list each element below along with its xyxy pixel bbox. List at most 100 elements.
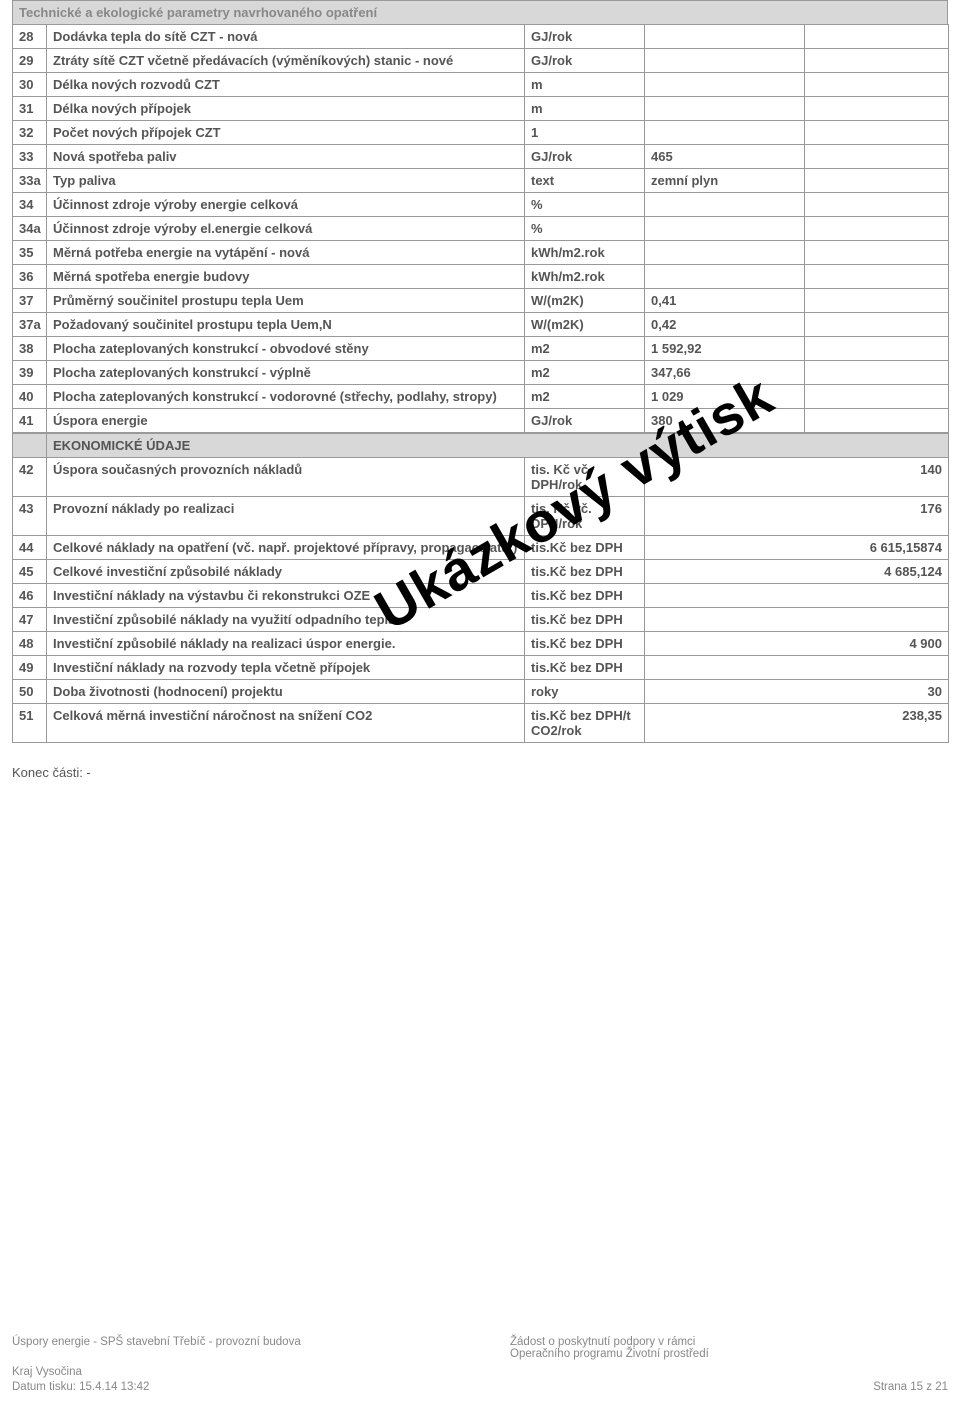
row-unit: m: [525, 97, 645, 121]
row-val: [645, 608, 949, 632]
row-num: 38: [13, 337, 47, 361]
table-row: 47Investiční způsobilé náklady na využit…: [13, 608, 949, 632]
row-extra: [805, 217, 949, 241]
row-desc: Úspora současných provozních nákladů: [47, 458, 525, 497]
row-extra: [805, 409, 949, 433]
end-of-section: Konec části: -: [12, 743, 948, 780]
row-val: zemní plyn: [645, 169, 805, 193]
row-extra: [805, 361, 949, 385]
row-extra: [805, 193, 949, 217]
row-val: 6 615,15874: [645, 536, 949, 560]
row-desc: Požadovaný součinitel prostupu tepla Uem…: [47, 313, 525, 337]
table-row: 33aTyp palivatextzemní plyn: [13, 169, 949, 193]
row-unit: kWh/m2.rok: [525, 241, 645, 265]
row-num: 49: [13, 656, 47, 680]
row-num: 50: [13, 680, 47, 704]
table-row: 44Celkové náklady na opatření (vč. např.…: [13, 536, 949, 560]
row-desc: Počet nových přípojek CZT: [47, 121, 525, 145]
row-desc: Průměrný součinitel prostupu tepla Uem: [47, 289, 525, 313]
row-val: 347,66: [645, 361, 805, 385]
footer-region: Kraj Vysočina: [12, 1363, 948, 1381]
row-num: 34a: [13, 217, 47, 241]
row-unit: tis.Kč bez DPH: [525, 536, 645, 560]
row-unit: GJ/rok: [525, 145, 645, 169]
table-row: 43Provozní náklady po realizacitis. Kč v…: [13, 497, 949, 536]
table-row: 30Délka nových rozvodů CZTm: [13, 73, 949, 97]
row-num: 40: [13, 385, 47, 409]
footer-page-number: Strana 15 z 21: [873, 1381, 948, 1393]
row-val: 140: [645, 458, 949, 497]
table-row: 35Měrná potřeba energie na vytápění - no…: [13, 241, 949, 265]
row-desc: Délka nových přípojek: [47, 97, 525, 121]
row-desc: Plocha zateplovaných konstrukcí - vodoro…: [47, 385, 525, 409]
table-row: 40Plocha zateplovaných konstrukcí - vodo…: [13, 385, 949, 409]
row-val: [645, 25, 805, 49]
row-extra: [805, 337, 949, 361]
row-unit: tis.Kč bez DPH: [525, 608, 645, 632]
row-val: 1 592,92: [645, 337, 805, 361]
row-val: 0,41: [645, 289, 805, 313]
row-desc: Délka nových rozvodů CZT: [47, 73, 525, 97]
row-unit: tis. Kč vč. DPH/rok: [525, 497, 645, 536]
footer-program-name: Žádost o poskytnutí podpory v rámci Oper…: [450, 1336, 948, 1360]
row-unit: tis.Kč bez DPH: [525, 656, 645, 680]
econ-header-blank: [13, 434, 47, 458]
row-num: 44: [13, 536, 47, 560]
row-val: [645, 49, 805, 73]
row-desc: Účinnost zdroje výroby energie celková: [47, 193, 525, 217]
row-val: 4 900: [645, 632, 949, 656]
row-desc: Celkové náklady na opatření (vč. např. p…: [47, 536, 525, 560]
row-val: [645, 265, 805, 289]
table-row: 39Plocha zateplovaných konstrukcí - výpl…: [13, 361, 949, 385]
row-desc: Plocha zateplovaných konstrukcí - výplně: [47, 361, 525, 385]
table-row: 37aPožadovaný součinitel prostupu tepla …: [13, 313, 949, 337]
row-val: 1 029: [645, 385, 805, 409]
table-row: 33Nová spotřeba palivGJ/rok465: [13, 145, 949, 169]
row-unit: m2: [525, 337, 645, 361]
table-row: 48Investiční způsobilé náklady na realiz…: [13, 632, 949, 656]
row-num: 43: [13, 497, 47, 536]
table-row: 32Počet nových přípojek CZT1: [13, 121, 949, 145]
row-unit: GJ/rok: [525, 409, 645, 433]
row-extra: [805, 241, 949, 265]
table-row: 37Průměrný součinitel prostupu tepla Uem…: [13, 289, 949, 313]
row-num: 42: [13, 458, 47, 497]
row-num: 41: [13, 409, 47, 433]
table-row: 34aÚčinnost zdroje výroby el.energie cel…: [13, 217, 949, 241]
econ-header-row: EKONOMICKÉ ÚDAJE: [13, 434, 949, 458]
row-desc: Provozní náklady po realizaci: [47, 497, 525, 536]
table-row: 49Investiční náklady na rozvody tepla vč…: [13, 656, 949, 680]
row-unit: m2: [525, 385, 645, 409]
row-num: 28: [13, 25, 47, 49]
row-extra: [805, 265, 949, 289]
row-num: 51: [13, 704, 47, 743]
table-row: 29Ztráty sítě CZT včetně předávacích (vý…: [13, 49, 949, 73]
row-val: 238,35: [645, 704, 949, 743]
page-footer: Úspory energie - SPŠ stavební Třebíč - p…: [12, 1336, 948, 1393]
row-val: 30: [645, 680, 949, 704]
row-num: 32: [13, 121, 47, 145]
row-num: 45: [13, 560, 47, 584]
row-val: 4 685,124: [645, 560, 949, 584]
row-desc: Nová spotřeba paliv: [47, 145, 525, 169]
row-num: 46: [13, 584, 47, 608]
row-unit: kWh/m2.rok: [525, 265, 645, 289]
row-unit: roky: [525, 680, 645, 704]
row-val: 0,42: [645, 313, 805, 337]
row-val: [645, 217, 805, 241]
row-extra: [805, 385, 949, 409]
table-row: 41Úspora energieGJ/rok380: [13, 409, 949, 433]
row-unit: %: [525, 193, 645, 217]
table-row: 34Účinnost zdroje výroby energie celková…: [13, 193, 949, 217]
row-extra: [805, 25, 949, 49]
row-unit: tis.Kč bez DPH: [525, 560, 645, 584]
row-num: 33a: [13, 169, 47, 193]
row-extra: [805, 313, 949, 337]
row-unit: tis. Kč vč. DPH/rok: [525, 458, 645, 497]
table-row: 38Plocha zateplovaných konstrukcí - obvo…: [13, 337, 949, 361]
table-row: 51Celková měrná investiční náročnost na …: [13, 704, 949, 743]
row-unit: %: [525, 217, 645, 241]
row-extra: [805, 49, 949, 73]
row-num: 37a: [13, 313, 47, 337]
row-num: 33: [13, 145, 47, 169]
